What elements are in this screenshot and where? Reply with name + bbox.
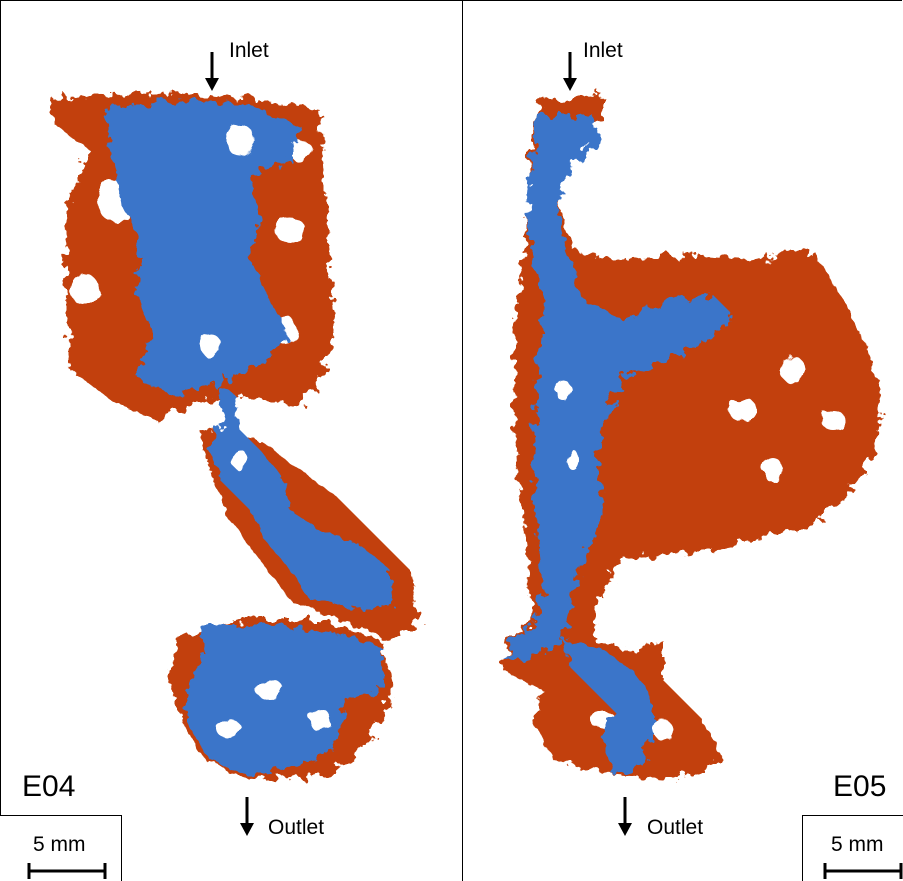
e04-blue-phase <box>105 100 395 775</box>
e05-orange-phase <box>503 95 883 780</box>
scale-bar <box>27 863 107 879</box>
inlet-arrow-icon <box>563 52 577 91</box>
panel-e05: Inlet Outlet E05 5 mm <box>463 0 903 881</box>
e05-pore-image <box>503 95 883 780</box>
outlet-label: Outlet <box>647 816 704 839</box>
scale-bar-box: 5 mm <box>0 815 122 881</box>
inlet-arrow-icon <box>205 52 219 91</box>
sample-id-label: E05 <box>833 770 887 803</box>
e04-blue-voids <box>200 124 330 740</box>
e04-pore-image <box>50 92 420 780</box>
scale-label: 5 mm <box>33 833 86 856</box>
e05-blue-voids <box>555 380 579 470</box>
sample-id-label: E04 <box>22 770 76 803</box>
outlet-arrow-icon <box>240 797 254 836</box>
scale-label: 5 mm <box>831 833 884 856</box>
inlet-label: Inlet <box>229 39 269 62</box>
outlet-arrow-icon <box>618 797 632 836</box>
scale-bar <box>823 863 903 879</box>
e05-void-spaces <box>591 356 845 740</box>
e05-blue-phase <box>503 115 733 775</box>
panel-e04: Inlet Outlet E04 5 mm <box>0 39 420 881</box>
panel-divider <box>462 0 463 881</box>
scale-bar-box: 5 mm <box>802 815 903 881</box>
outlet-label: Outlet <box>268 816 325 839</box>
inlet-label: Inlet <box>583 39 623 62</box>
